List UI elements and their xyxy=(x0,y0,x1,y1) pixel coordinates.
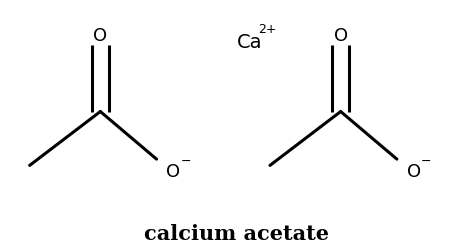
Text: O: O xyxy=(93,27,108,45)
Text: calcium acetate: calcium acetate xyxy=(145,224,329,244)
Text: 2+: 2+ xyxy=(258,23,277,36)
Text: −: − xyxy=(421,155,432,168)
Text: O: O xyxy=(166,162,181,181)
Text: Ca: Ca xyxy=(237,33,263,53)
Text: O: O xyxy=(334,27,348,45)
Text: O: O xyxy=(407,162,421,181)
Text: −: − xyxy=(181,155,191,168)
